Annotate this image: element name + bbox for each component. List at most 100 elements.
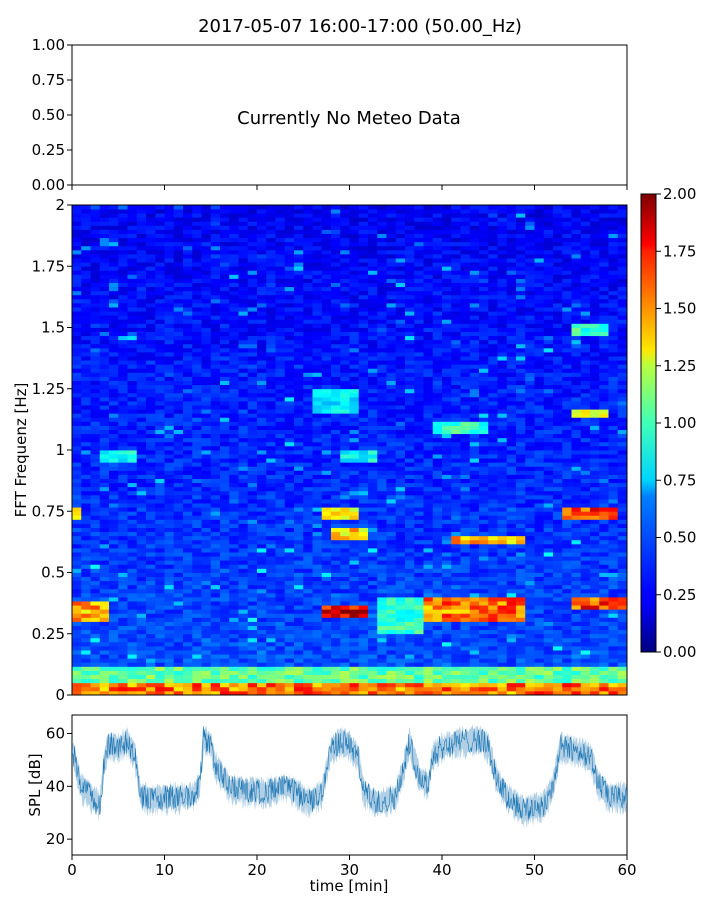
heatmap-cell <box>99 237 110 243</box>
heatmap-cell <box>266 380 276 386</box>
heatmap-cell <box>99 556 110 561</box>
heatmap-cell <box>451 482 461 488</box>
heatmap-cell <box>312 572 323 577</box>
heatmap-cell <box>284 556 295 561</box>
heatmap-cell <box>321 507 332 512</box>
heatmap-cell <box>183 609 193 614</box>
heatmap-cell <box>99 617 110 622</box>
heatmap-cell <box>266 535 276 541</box>
heatmap-cell <box>90 339 101 345</box>
heatmap-cell <box>423 401 434 406</box>
heatmap-cell <box>192 523 202 528</box>
heatmap-cell <box>414 531 424 537</box>
heatmap-cell <box>266 392 276 398</box>
heatmap-cell <box>183 572 193 577</box>
heatmap-cell <box>210 490 221 496</box>
heatmap-cell <box>266 303 276 308</box>
heatmap-cell <box>109 409 119 414</box>
heatmap-cell <box>90 576 101 582</box>
heatmap-cell <box>118 335 128 341</box>
heatmap-cell <box>340 258 350 263</box>
heatmap-cell <box>331 543 341 549</box>
heatmap-cell <box>405 454 415 459</box>
heatmap-cell <box>118 266 128 271</box>
heatmap-cell <box>386 674 397 680</box>
heatmap-cell <box>284 245 295 251</box>
heatmap-cell <box>266 433 276 439</box>
heatmap-cell <box>321 686 332 692</box>
heatmap-cell <box>90 605 101 610</box>
heatmap-cell <box>405 274 415 279</box>
heatmap-cell <box>127 245 138 251</box>
heatmap-cell <box>90 674 101 680</box>
heatmap-cell <box>294 229 304 234</box>
heatmap-cell <box>109 588 119 594</box>
heatmap-cell <box>442 294 452 300</box>
heatmap-cell <box>358 637 369 643</box>
heatmap-cell <box>238 429 249 435</box>
heatmap-cell <box>183 601 193 606</box>
heatmap-cell <box>266 396 276 402</box>
heatmap-cell <box>118 290 128 296</box>
heatmap-cell <box>146 507 156 512</box>
heatmap-cell <box>81 364 91 369</box>
heatmap-cell <box>340 650 350 655</box>
heatmap-cell <box>220 494 230 500</box>
heatmap-cell <box>414 641 424 647</box>
heatmap-cell <box>386 409 397 414</box>
heatmap-cell <box>284 298 295 304</box>
heatmap-cell <box>127 605 138 610</box>
heatmap-cell <box>201 527 212 533</box>
heatmap-cell <box>229 258 239 263</box>
heatmap-cell <box>331 597 341 602</box>
heatmap-cell <box>90 617 101 622</box>
heatmap-cell <box>414 298 424 304</box>
heatmap-cell <box>284 249 295 255</box>
heatmap-cell <box>312 405 323 410</box>
heatmap-cell <box>312 552 323 557</box>
heatmap-cell <box>257 376 267 381</box>
heatmap-cell <box>358 384 369 390</box>
heatmap-cell <box>321 499 332 504</box>
heatmap-cell <box>377 209 387 214</box>
heatmap-cell <box>127 278 138 283</box>
heatmap-cell <box>442 486 452 492</box>
heatmap-cell <box>442 425 452 430</box>
heatmap-cell <box>312 433 323 439</box>
heatmap-cell <box>405 625 415 631</box>
heatmap-cell <box>368 225 378 230</box>
heatmap-cell <box>395 674 406 680</box>
heatmap-cell <box>164 258 175 263</box>
heatmap-cell <box>432 417 443 422</box>
heatmap-cell <box>192 499 202 504</box>
heatmap-cell <box>155 262 165 267</box>
heatmap-cell <box>294 511 304 516</box>
heatmap-cell <box>238 315 249 320</box>
heatmap-cell <box>155 347 165 353</box>
heatmap-cell <box>340 229 350 234</box>
heatmap-cell <box>257 274 267 279</box>
heatmap-cell <box>395 237 406 243</box>
heatmap-cell <box>405 592 415 598</box>
heatmap-cell <box>331 384 341 390</box>
heatmap-cell <box>220 409 230 414</box>
heatmap-cell <box>294 266 304 271</box>
heatmap-cell <box>257 666 267 671</box>
heatmap-cell <box>294 617 304 622</box>
heatmap-cell <box>155 486 165 492</box>
heatmap-cell <box>127 597 138 602</box>
heatmap-cell <box>368 633 378 639</box>
heatmap-cell <box>90 401 101 406</box>
heatmap-cell <box>118 609 128 614</box>
heatmap-cell <box>432 690 443 695</box>
heatmap-cell <box>192 209 202 214</box>
heatmap-cell <box>183 482 193 488</box>
heatmap-cell <box>201 523 212 528</box>
heatmap-cell <box>155 527 165 533</box>
heatmap-cell <box>201 678 212 684</box>
heatmap-cell <box>284 486 295 492</box>
heatmap-cell <box>210 233 221 239</box>
heatmap-cell <box>340 450 350 455</box>
heatmap-cell <box>340 666 350 671</box>
heatmap-cell <box>321 258 332 263</box>
